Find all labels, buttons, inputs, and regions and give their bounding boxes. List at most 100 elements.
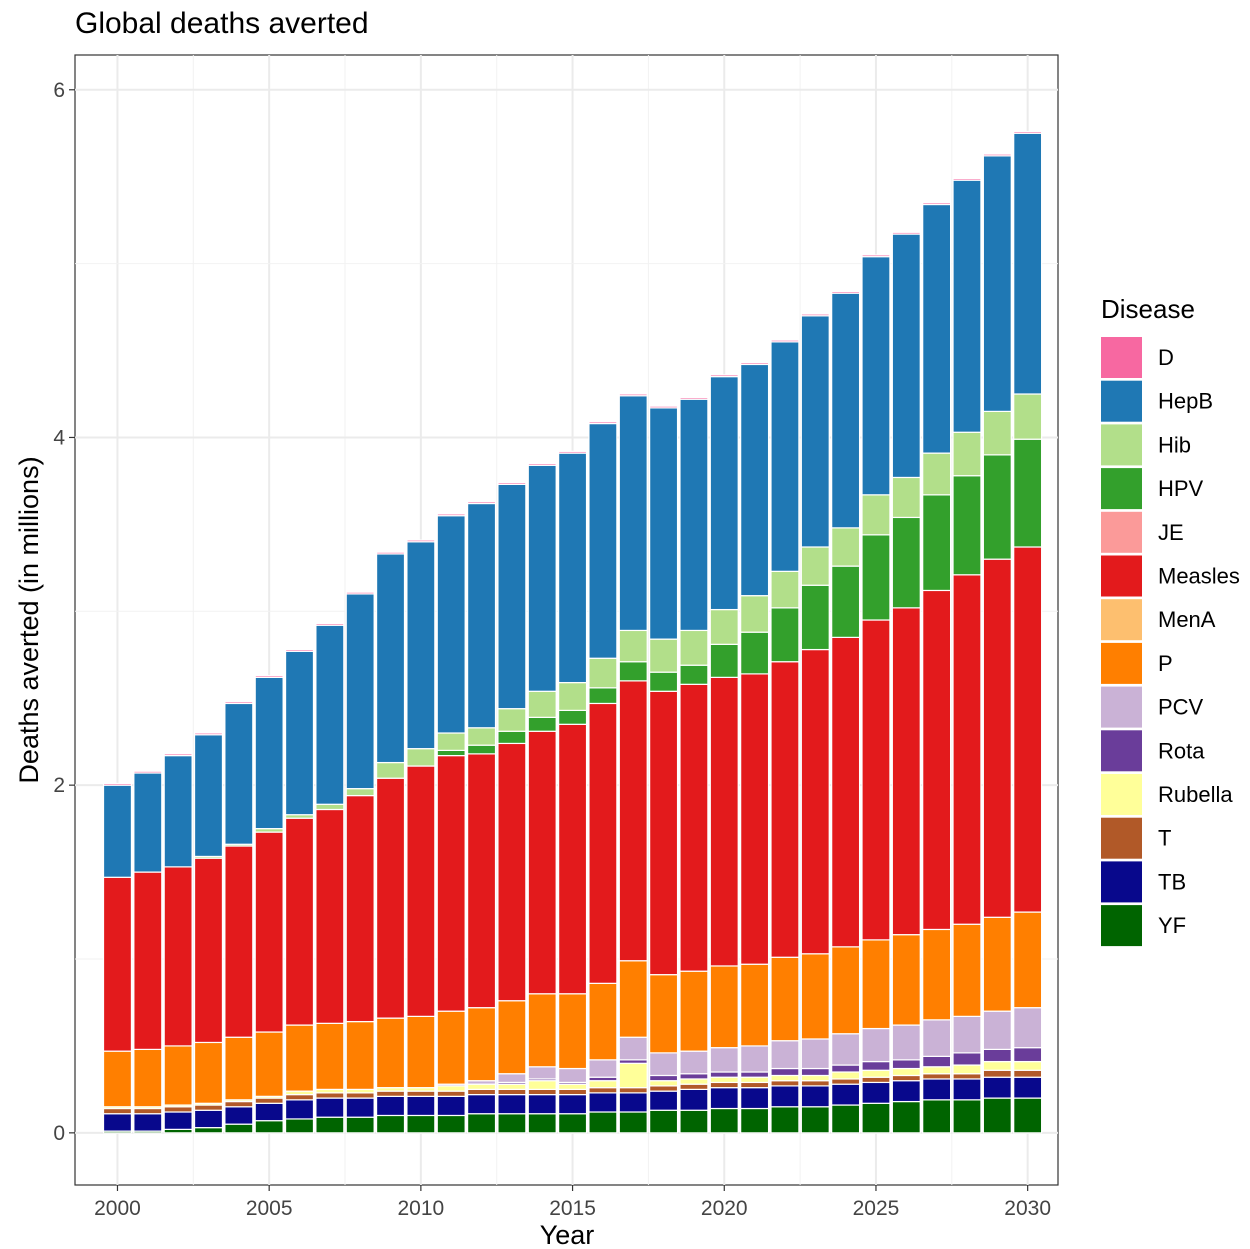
- bar-segment-tb-2024: [831, 1083, 861, 1106]
- bar-segment-hib-2020: [709, 608, 739, 645]
- bar-segment-hib-2011: [436, 732, 466, 751]
- bar-segment-yf-2017: [618, 1111, 648, 1134]
- bar-segment-rubella-2012: [466, 1083, 497, 1090]
- bar-segment-measles-2001: [133, 871, 163, 1050]
- bar-segment-hepb-2008: [345, 593, 375, 790]
- bar-segment-measles-2003: [193, 857, 224, 1044]
- bar-segment-p-2006: [284, 1024, 315, 1092]
- bar-segment-p-2016: [588, 982, 618, 1061]
- bar-segment-yf-2027: [922, 1099, 952, 1134]
- bar-segment-rubella-2029: [982, 1060, 1012, 1071]
- bar-segment-t-2022: [770, 1080, 800, 1087]
- bar-segment-hib-2010: [406, 748, 436, 767]
- bar-segment-measles-2019: [679, 683, 709, 972]
- bar-segment-rubella-2017: [618, 1062, 648, 1089]
- bar-segment-p-2018: [649, 974, 679, 1054]
- bar-segment-d-2029: [982, 153, 1012, 157]
- bar-segment-hepb-2006: [284, 650, 315, 816]
- bar-segment-p-2029: [982, 916, 1012, 1012]
- bar-segment-tb-2013: [497, 1093, 527, 1115]
- bar-segment-d-2008: [345, 591, 375, 595]
- bar-segment-t-2001: [133, 1107, 163, 1115]
- bar-segment-yf-2025: [861, 1102, 891, 1134]
- legend-label-hib: Hib: [1158, 432, 1191, 457]
- legend-swatch-mena: [1101, 599, 1142, 641]
- bar-segment-measles-2002: [163, 866, 193, 1047]
- bar-segment-measles-2024: [831, 636, 861, 948]
- bar-segment-d-2023: [800, 313, 830, 317]
- bar-segment-d-2028: [952, 177, 982, 181]
- y-tick-label: 6: [53, 79, 65, 102]
- bar-segment-hepb-2000: [102, 784, 133, 878]
- bar-segment-hepb-2019: [679, 398, 709, 632]
- legend: D HepB Hib HPV JE Measles MenA P PCV Rota Rubella T…: [1101, 337, 1240, 947]
- bar-segment-hepb-2014: [527, 464, 557, 692]
- bar-segment-pcv-2022: [770, 1040, 800, 1070]
- bar-segment-rubella-2028: [952, 1064, 982, 1075]
- bar-segment-t-2009: [375, 1090, 406, 1097]
- legend-label-yf: YF: [1158, 913, 1186, 938]
- bar-segment-d-2016: [588, 421, 618, 425]
- bar-segment-pcv-2026: [891, 1024, 921, 1061]
- bar-segment-hpv-2025: [861, 534, 891, 621]
- bar-segment-yf-2016: [588, 1111, 618, 1134]
- bar-segment-tb-2009: [375, 1095, 406, 1117]
- bar-segment-yf-2010: [406, 1114, 436, 1134]
- bar-segment-tb-2007: [315, 1097, 345, 1118]
- bar-segment-d-2021: [740, 362, 770, 366]
- bar-segment-rota-2029: [982, 1048, 1012, 1063]
- bar-segment-measles-2010: [406, 765, 436, 1017]
- bar-segment-hib-2026: [891, 476, 921, 519]
- bar-segment-d-2003: [193, 732, 224, 736]
- bar-segment-hepb-2021: [740, 363, 770, 597]
- bar-segment-d-2004: [224, 701, 254, 705]
- bar-segment-hib-2030: [1013, 393, 1043, 440]
- legend-label-tb: TB: [1158, 869, 1186, 894]
- bar-segment-d-2015: [558, 450, 588, 454]
- bar-segment-pcv-2015: [558, 1067, 588, 1084]
- bar-segment-hpv-2023: [800, 584, 830, 651]
- bar-segment-p-2027: [922, 928, 952, 1021]
- legend-swatch-measles: [1101, 555, 1142, 597]
- bar-segment-tb-2012: [466, 1093, 497, 1115]
- legend-label-pcv: PCV: [1158, 695, 1204, 720]
- legend-swatch-hepb: [1101, 380, 1142, 422]
- bar-segment-rubella-2027: [922, 1066, 952, 1075]
- bars: [102, 130, 1043, 1134]
- bar-segment-yf-2021: [740, 1107, 770, 1134]
- legend-label-measles: Measles: [1158, 564, 1240, 589]
- bar-segment-t-2020: [709, 1081, 739, 1089]
- bar-segment-p-2021: [740, 963, 770, 1047]
- bar-segment-hpv-2013: [497, 730, 527, 745]
- bar-segment-hpv-2026: [891, 516, 921, 609]
- bar-segment-measles-2029: [982, 558, 1012, 918]
- legend-swatch-yf: [1101, 905, 1142, 947]
- legend-label-hpv: HPV: [1158, 476, 1204, 501]
- bar-segment-hib-2022: [770, 570, 800, 609]
- bar-segment-rota-2018: [649, 1074, 679, 1082]
- bar-segment-measles-2018: [649, 690, 679, 976]
- bar-segment-hpv-2029: [982, 454, 1012, 560]
- bar-segment-hepb-2020: [709, 376, 739, 611]
- bar-segment-pcv-2024: [831, 1033, 861, 1066]
- bar-segment-rota-2023: [800, 1067, 830, 1077]
- bar-segment-rubella-2023: [800, 1074, 830, 1082]
- legend-swatch-hpv: [1101, 468, 1142, 510]
- bar-segment-hepb-2009: [375, 553, 406, 764]
- bar-segment-yf-2007: [315, 1116, 345, 1134]
- bar-segment-yf-2012: [466, 1113, 497, 1134]
- bar-segment-t-2012: [466, 1088, 497, 1096]
- bar-segment-measles-2020: [709, 676, 739, 967]
- bar-segment-hepb-2003: [193, 734, 224, 858]
- y-tick-label: 0: [53, 1122, 65, 1145]
- bar-segment-measles-2015: [558, 723, 588, 995]
- y-tick-label: 4: [53, 426, 65, 449]
- bar-segment-tb-2005: [254, 1102, 284, 1122]
- bar-segment-p-2014: [527, 993, 557, 1068]
- bar-segment-d-2012: [466, 501, 497, 505]
- bar-segment-pcv-2021: [740, 1045, 770, 1073]
- bar-segment-t-2003: [193, 1104, 224, 1111]
- bar-segment-t-2018: [649, 1085, 679, 1092]
- bar-segment-hib-2012: [466, 727, 497, 746]
